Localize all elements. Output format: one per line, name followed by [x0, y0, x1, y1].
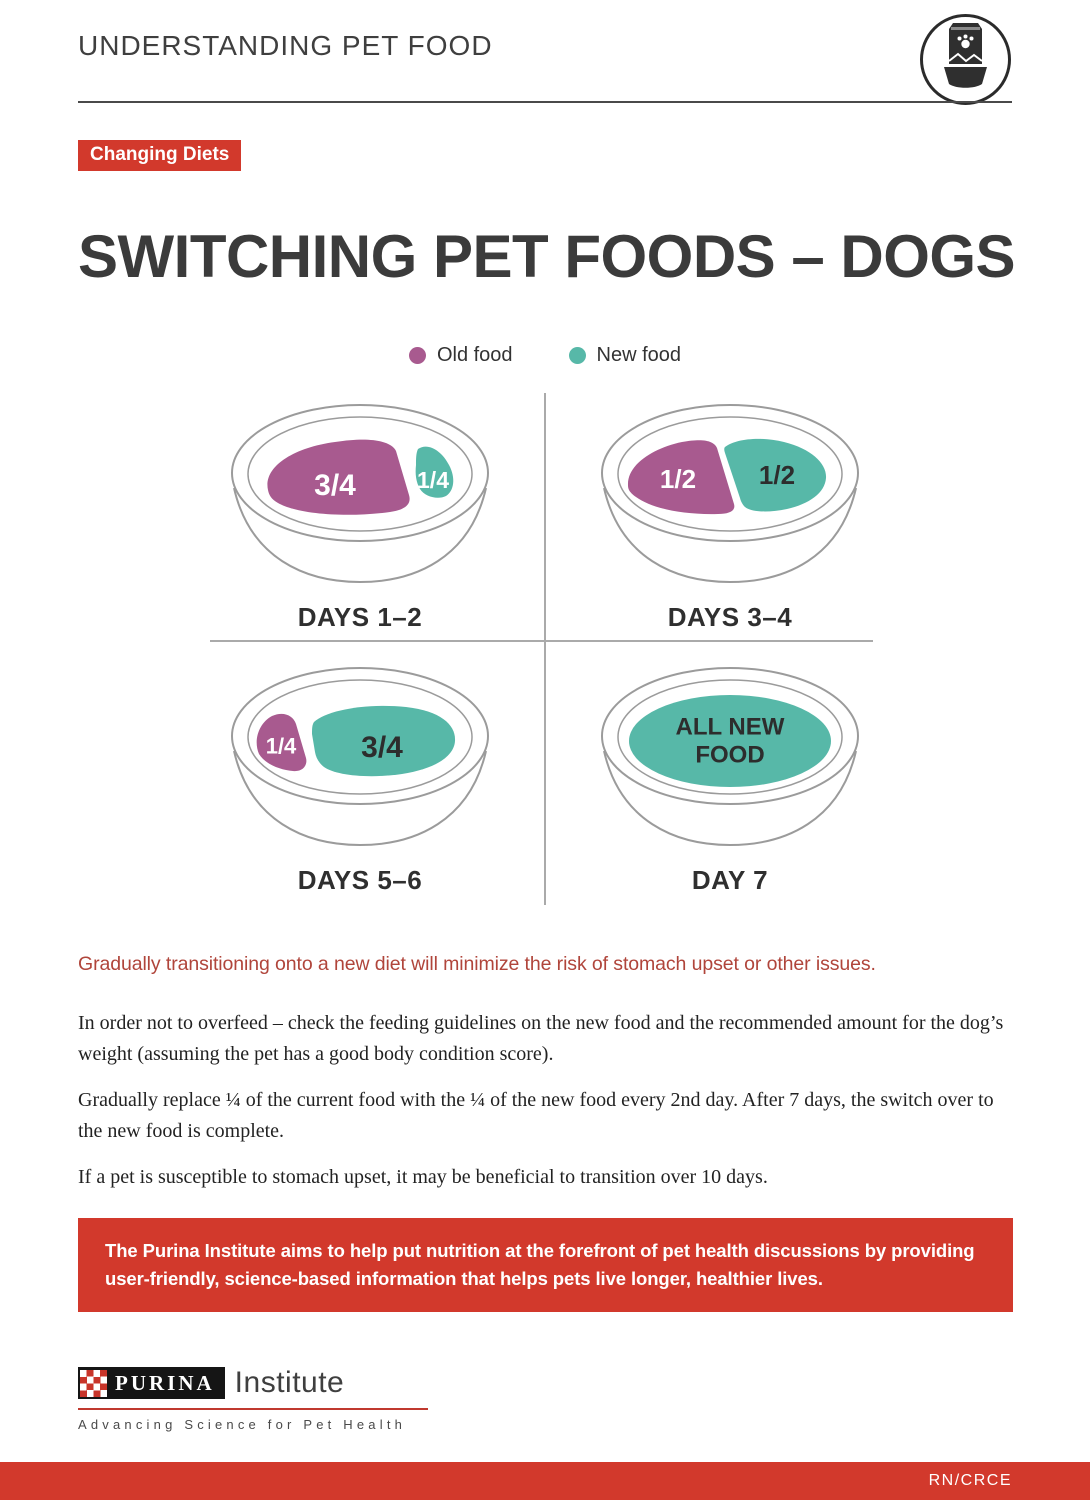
purina-institute-logo: PURINA Institute Advancing Science for P…: [78, 1366, 428, 1432]
bowl-diagram-grid: 3/4 1/4 DAYS 1–2 1/2 1/2 DAYS 3–4 1/4 3/…: [175, 393, 915, 905]
logo-divider: [78, 1408, 428, 1410]
paragraph-1: In order not to overfeed – check the fee…: [78, 1012, 1004, 1065]
body-copy: In order not to overfeed – check the fee…: [78, 1008, 1012, 1208]
page-header-title: UNDERSTANDING PET FOOD: [78, 30, 493, 61]
pet-food-bag-and-bowl-icon: [918, 12, 1013, 107]
footer-code: RN/CRCE: [928, 1472, 1012, 1489]
legend: Old food New food: [0, 344, 1090, 367]
bowl-days-3-4: 1/2 1/2 DAYS 3–4: [545, 398, 915, 643]
mission-banner: The Purina Institute aims to help put nu…: [78, 1218, 1013, 1312]
header-divider: [78, 101, 1012, 103]
bowl-days-5-6: 1/4 3/4 DAYS 5–6: [175, 661, 545, 906]
legend-item-old-food: Old food: [408, 344, 513, 367]
bowl-caption: DAYS 1–2: [297, 602, 423, 632]
purina-wordmark: PURINA: [78, 1367, 225, 1399]
section-badge: Changing Diets: [78, 140, 242, 171]
legend-label-new: New food: [596, 344, 682, 366]
old-food-dot-icon: [408, 347, 426, 364]
grid-divider-horizontal: [210, 640, 873, 642]
purina-brand-text: PURINA: [115, 1370, 215, 1395]
grid-divider-vertical: [544, 393, 546, 905]
purina-checkerboard-icon: [80, 1369, 107, 1397]
paragraph-2: Gradually replace ¼ of the current food …: [78, 1089, 994, 1142]
page-title: SWITCHING PET FOODS – DOGS: [78, 223, 1016, 290]
institute-text: Institute: [234, 1366, 345, 1399]
logo-tagline: Advancing Science for Pet Health: [78, 1417, 407, 1432]
key-statement: Gradually transitioning onto a new diet …: [78, 953, 876, 975]
bowl-caption: DAY 7: [691, 865, 769, 895]
bowl-days-1-2: 3/4 1/4 DAYS 1–2: [175, 398, 545, 643]
footer-bar: RN/CRCE: [0, 1462, 1090, 1500]
legend-item-new-food: New food: [568, 344, 682, 367]
bowl-day-7: ALL NEW FOOD DAY 7: [545, 661, 915, 906]
bowl-caption: DAYS 3–4: [667, 602, 793, 632]
new-food-dot-icon: [568, 347, 586, 364]
bowl-caption: DAYS 5–6: [297, 865, 423, 895]
paragraph-3: If a pet is susceptible to stomach upset…: [78, 1166, 768, 1188]
legend-label-old: Old food: [436, 344, 513, 366]
